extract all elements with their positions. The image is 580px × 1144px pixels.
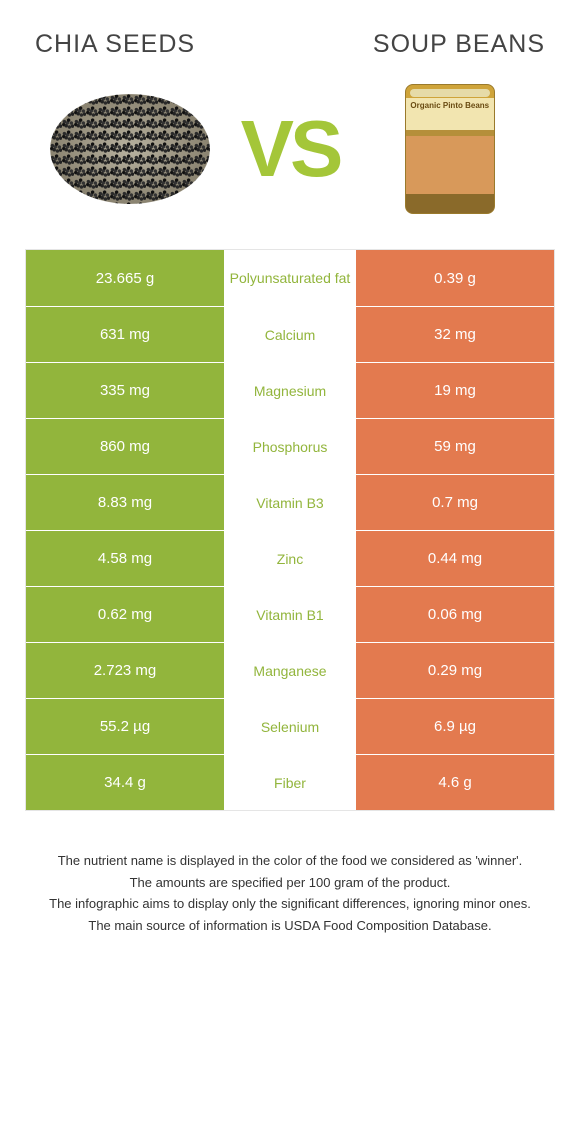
right-value: 0.29 mg: [356, 643, 554, 698]
nutrient-label: Manganese: [224, 643, 356, 698]
right-value: 4.6 g: [356, 755, 554, 810]
chia-seeds-icon: [50, 94, 210, 204]
left-title: Chia seeds: [35, 30, 195, 59]
left-value: 23.665 g: [26, 250, 224, 306]
right-value: 6.9 µg: [356, 699, 554, 754]
left-value: 860 mg: [26, 419, 224, 474]
table-row: 860 mgPhosphorus59 mg: [26, 418, 554, 474]
left-value: 2.723 mg: [26, 643, 224, 698]
table-row: 23.665 gPolyunsaturated fat0.39 g: [26, 250, 554, 306]
vs-label: VS: [241, 103, 340, 195]
left-value: 55.2 µg: [26, 699, 224, 754]
chia-seeds-image: [50, 79, 210, 219]
nutrient-label: Magnesium: [224, 363, 356, 418]
right-value: 0.7 mg: [356, 475, 554, 530]
right-title: Soup beans: [373, 30, 545, 59]
footer-line: The infographic aims to display only the…: [33, 894, 547, 914]
left-value: 4.58 mg: [26, 531, 224, 586]
nutrient-label: Zinc: [224, 531, 356, 586]
nutrient-label: Phosphorus: [224, 419, 356, 474]
right-value: 19 mg: [356, 363, 554, 418]
right-value: 0.39 g: [356, 250, 554, 306]
title-row: Chia seeds Soup beans: [25, 30, 555, 59]
table-row: 34.4 gFiber4.6 g: [26, 754, 554, 810]
nutrient-label: Fiber: [224, 755, 356, 810]
left-value: 8.83 mg: [26, 475, 224, 530]
footer-line: The main source of information is USDA F…: [33, 916, 547, 936]
footer-line: The nutrient name is displayed in the co…: [33, 851, 547, 871]
left-value: 335 mg: [26, 363, 224, 418]
comparison-table: 23.665 gPolyunsaturated fat0.39 g631 mgC…: [25, 249, 555, 811]
table-row: 631 mgCalcium32 mg: [26, 306, 554, 362]
right-value: 59 mg: [356, 419, 554, 474]
left-value: 34.4 g: [26, 755, 224, 810]
table-row: 8.83 mgVitamin B30.7 mg: [26, 474, 554, 530]
nutrient-label: Polyunsaturated fat: [224, 250, 356, 306]
right-value: 32 mg: [356, 307, 554, 362]
nutrient-label: Vitamin B1: [224, 587, 356, 642]
nutrient-label: Calcium: [224, 307, 356, 362]
footer-line: The amounts are specified per 100 gram o…: [33, 873, 547, 893]
table-row: 2.723 mgManganese0.29 mg: [26, 642, 554, 698]
left-value: 631 mg: [26, 307, 224, 362]
soup-beans-image: [370, 79, 530, 219]
table-row: 0.62 mgVitamin B10.06 mg: [26, 586, 554, 642]
nutrient-label: Selenium: [224, 699, 356, 754]
footer-notes: The nutrient name is displayed in the co…: [25, 851, 555, 935]
table-row: 4.58 mgZinc0.44 mg: [26, 530, 554, 586]
left-value: 0.62 mg: [26, 587, 224, 642]
right-value: 0.44 mg: [356, 531, 554, 586]
table-row: 335 mgMagnesium19 mg: [26, 362, 554, 418]
right-value: 0.06 mg: [356, 587, 554, 642]
beans-can-icon: [405, 84, 495, 214]
nutrient-label: Vitamin B3: [224, 475, 356, 530]
hero-row: VS: [25, 79, 555, 219]
table-row: 55.2 µgSelenium6.9 µg: [26, 698, 554, 754]
